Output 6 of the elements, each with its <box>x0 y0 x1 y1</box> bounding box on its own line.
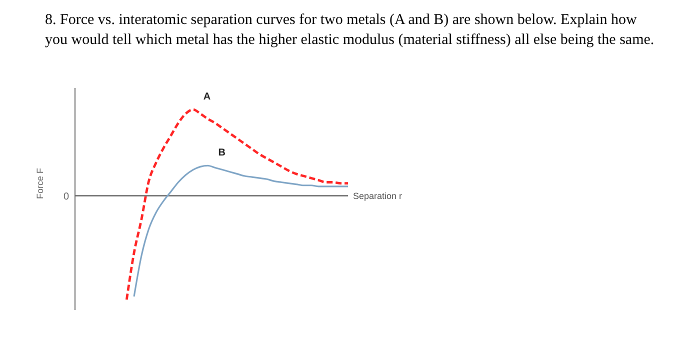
chart-title: 8. Force vs. interatomic separation curves for two metals (A and B) are shown below. Explain how you would tell which metal has the higher elastic modulus (material stiffness) all else being the same. <box>45 11 656 50</box>
text: 0 <box>63 191 70 202</box>
x-axis-title: Separation r <box>353 190 402 201</box>
series-label: A <box>203 92 211 103</box>
series-label: B <box>218 148 226 159</box>
y-axis-title: Force F <box>35 167 46 199</box>
